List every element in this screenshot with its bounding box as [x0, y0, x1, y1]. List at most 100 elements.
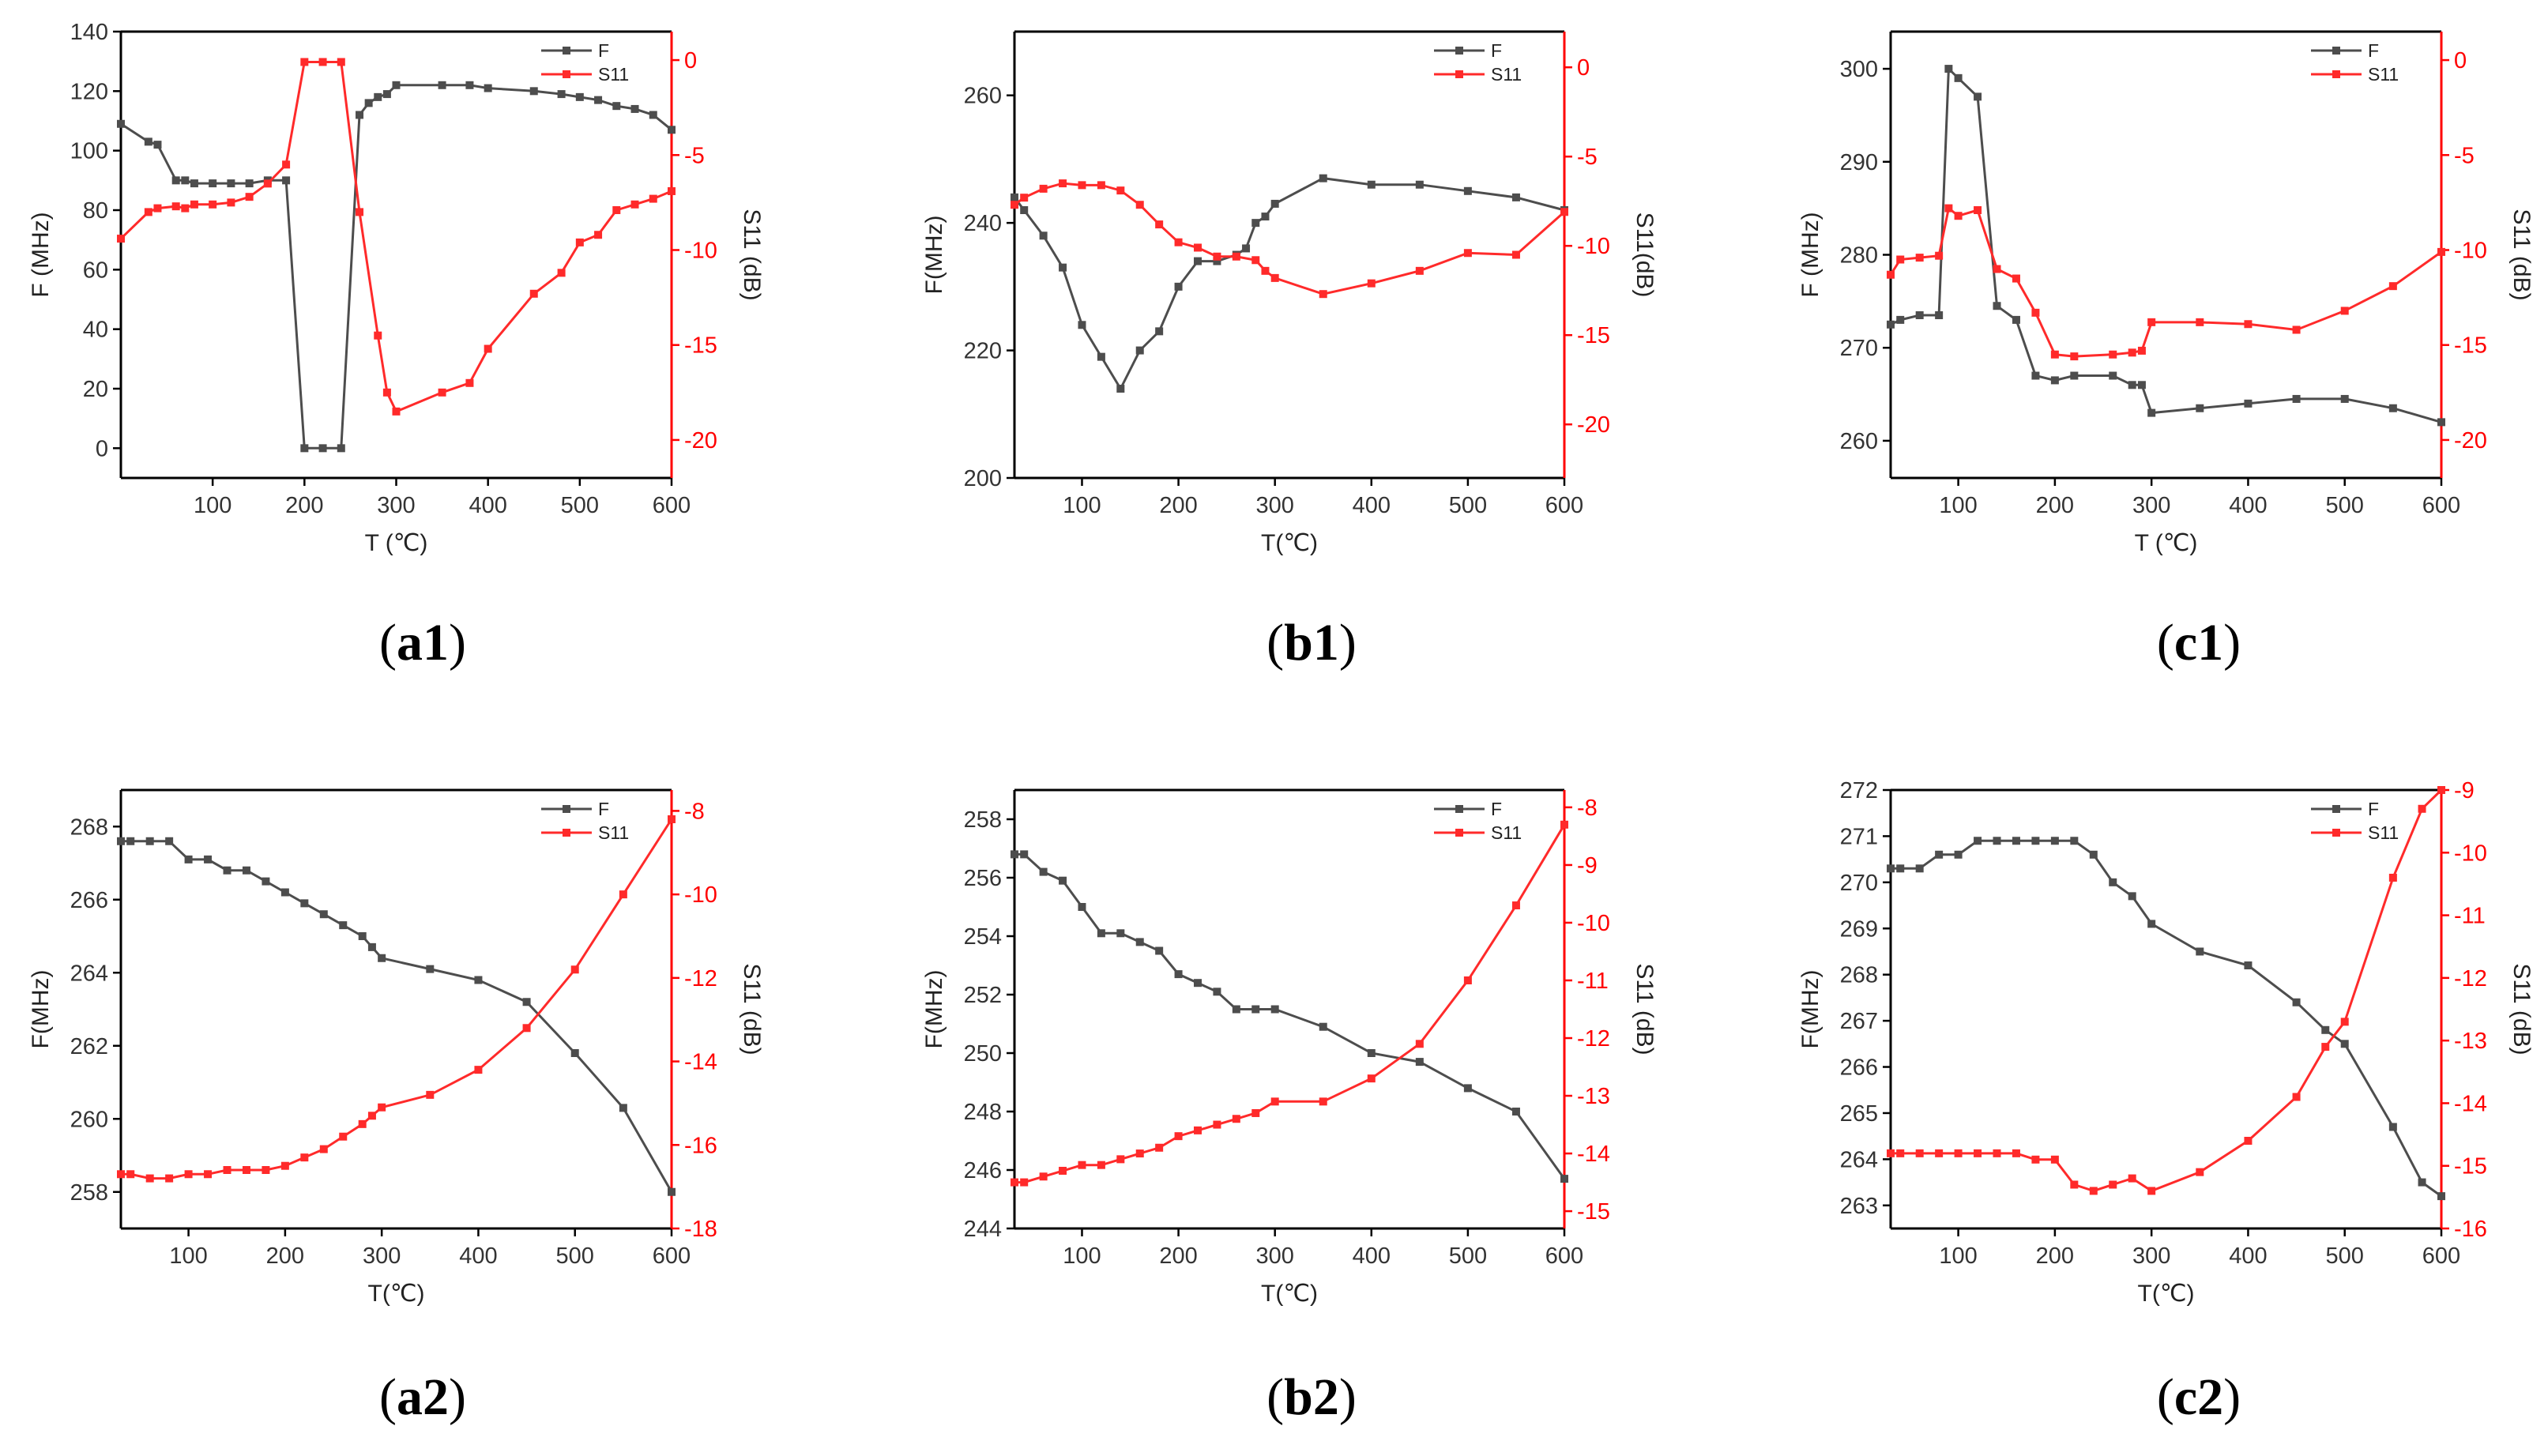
data-point-F: [1993, 837, 2001, 845]
data-point-F: [1319, 1022, 1327, 1031]
data-point-S11: [1511, 901, 1520, 910]
series-line-F: [1890, 66, 2442, 423]
y2-tick-label: 0: [2454, 48, 2467, 73]
data-point-F: [1116, 385, 1125, 393]
data-point-F: [117, 119, 125, 128]
data-point-F: [1059, 263, 1067, 272]
data-point-F: [339, 921, 348, 930]
data-point-S11: [2196, 318, 2204, 326]
data-point-S11: [1935, 1149, 1944, 1157]
y-tick-label: 271: [1840, 824, 1878, 849]
data-point-F: [1935, 850, 1944, 859]
data-point-F: [1135, 346, 1144, 355]
y2-tick-label: -12: [2454, 966, 2487, 991]
y-tick-label: 100: [70, 139, 108, 164]
y-tick-label: 40: [83, 318, 108, 343]
x-axis-title: T(℃): [1261, 530, 1318, 556]
y-tick-label: 266: [1840, 1055, 1878, 1081]
data-point-F: [2031, 371, 2040, 380]
data-point-F: [262, 877, 270, 886]
data-point-S11: [522, 1024, 531, 1033]
data-point-S11: [1011, 201, 1018, 209]
data-point-F: [242, 866, 250, 875]
data-point-S11: [557, 269, 566, 277]
x-tick-label: 500: [561, 493, 599, 518]
y2-tick-label: -16: [684, 1133, 717, 1158]
series-line-F: [1891, 839, 2442, 1198]
data-point-S11: [242, 1166, 250, 1174]
data-point-S11: [484, 344, 492, 353]
data-point-S11: [1213, 1120, 1221, 1129]
data-point-F: [522, 998, 531, 1006]
data-point-S11: [2012, 274, 2020, 283]
data-point-S11: [2070, 1180, 2079, 1189]
data-point-F: [1974, 837, 1982, 845]
y-tick-label: 246: [964, 1158, 1002, 1183]
data-point-F: [2244, 399, 2253, 408]
panel-label: (a2): [379, 1368, 466, 1426]
y2-tick-label: -5: [2454, 143, 2475, 168]
y2-tick-label: -8: [1577, 796, 1598, 821]
x-tick-label: 400: [2229, 493, 2267, 518]
data-point-S11: [382, 388, 391, 397]
data-point-F: [1251, 1005, 1260, 1014]
x-axis-title: T (℃): [2135, 530, 2198, 556]
y2-tick-label: -20: [2454, 428, 2487, 453]
data-point-S11: [204, 1170, 213, 1179]
x-tick-label: 500: [2326, 1243, 2364, 1269]
series-line-S11: [1891, 788, 2443, 1193]
data-point-F: [144, 137, 152, 146]
data-point-S11: [426, 1090, 435, 1099]
data-point-F: [1155, 946, 1164, 955]
y-tick-label: 267: [1840, 1009, 1878, 1034]
y-axis-title: F(MHz): [1797, 970, 1823, 1049]
y-tick-label: 140: [70, 20, 108, 45]
y2-tick-label: -12: [684, 966, 717, 991]
data-point-F: [2437, 1192, 2445, 1201]
data-point-S11: [126, 1170, 135, 1179]
data-point-S11: [668, 186, 676, 195]
y2-tick-label: -16: [2454, 1217, 2487, 1242]
data-point-S11: [1463, 976, 1472, 984]
data-point-F: [126, 837, 135, 845]
y2-tick-label: -14: [1577, 1142, 1610, 1167]
x-tick-label: 400: [2229, 1243, 2267, 1269]
data-point-S11: [2418, 804, 2426, 813]
x-tick-label: 300: [363, 1243, 401, 1269]
x-tick-label: 200: [2036, 493, 2074, 518]
data-point-F: [1174, 282, 1183, 291]
legend-label-S11: S11: [598, 822, 629, 843]
y2-tick-label: -10: [1577, 911, 1610, 936]
data-point-F: [2244, 961, 2253, 969]
data-point-S11: [300, 58, 309, 66]
data-point-F: [300, 899, 309, 908]
data-point-S11: [117, 1170, 125, 1179]
data-point-F: [649, 111, 657, 119]
y2-axis-title: S11(dB): [1632, 213, 1658, 298]
y-tick-label: 248: [964, 1100, 1002, 1125]
x-tick-label: 100: [1063, 493, 1101, 518]
data-point-F: [2196, 947, 2204, 956]
y-tick-label: 265: [1840, 1101, 1878, 1127]
data-point-S11: [2147, 318, 2156, 326]
data-point-S11: [1078, 1161, 1086, 1169]
y-axis-title: F (MHz): [1797, 212, 1823, 297]
legend-marker-F: [2332, 47, 2340, 55]
y-tick-label: 240: [964, 211, 1002, 236]
data-point-F: [1213, 988, 1221, 996]
data-point-F: [2137, 381, 2146, 389]
data-point-S11: [2437, 247, 2445, 256]
y-tick-label: 254: [964, 924, 1002, 950]
y2-tick-label: -10: [684, 238, 717, 263]
data-point-S11: [1511, 250, 1520, 259]
data-point-F: [2147, 408, 2156, 417]
y-tick-label: 268: [70, 815, 108, 840]
data-point-S11: [1116, 1155, 1125, 1164]
legend-label-S11: S11: [2368, 822, 2399, 843]
data-point-S11: [1174, 238, 1183, 246]
data-point-S11: [2031, 308, 2040, 317]
x-tick-label: 600: [653, 1243, 691, 1269]
data-point-S11: [2196, 1168, 2204, 1176]
legend-marker-S11: [563, 829, 570, 837]
series-line-S11: [1014, 182, 1565, 295]
